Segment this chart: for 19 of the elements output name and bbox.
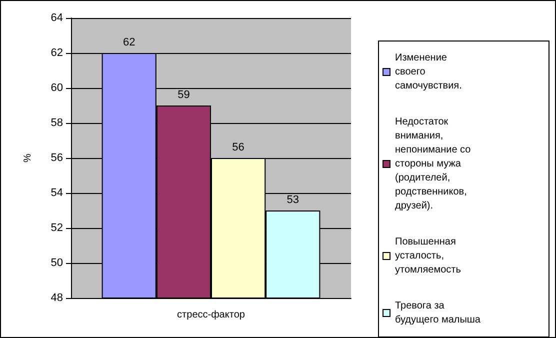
y-tick-label: 54 xyxy=(50,187,63,199)
data-label: 59 xyxy=(178,89,190,101)
legend-label: Тревога за будущего малыша xyxy=(395,300,481,326)
y-tick-label: 50 xyxy=(50,257,63,269)
y-tick-label: 60 xyxy=(50,82,63,94)
y-tick-label: 48 xyxy=(50,292,63,304)
x-tick-label: стресс-фактор xyxy=(177,310,246,320)
data-label: 62 xyxy=(122,36,136,48)
legend-label: Недостаток внимания, непонимание со стороны мужа (родителей, родственников, друзей). xyxy=(395,116,474,212)
legend-label: Изменение своего самочувствия. xyxy=(395,52,462,92)
y-axis-title: % xyxy=(22,153,34,162)
y-tick-label: 64 xyxy=(50,12,63,24)
data-label: 53 xyxy=(286,194,300,206)
y-tick-label: 52 xyxy=(50,222,63,234)
data-label: 56 xyxy=(232,142,244,154)
legend-label: Повышенная усталость, утомляемость xyxy=(395,236,461,276)
y-tick-label: 62 xyxy=(50,47,63,59)
y-tick-label: 58 xyxy=(50,117,63,129)
y-tick-label: 56 xyxy=(50,152,63,164)
